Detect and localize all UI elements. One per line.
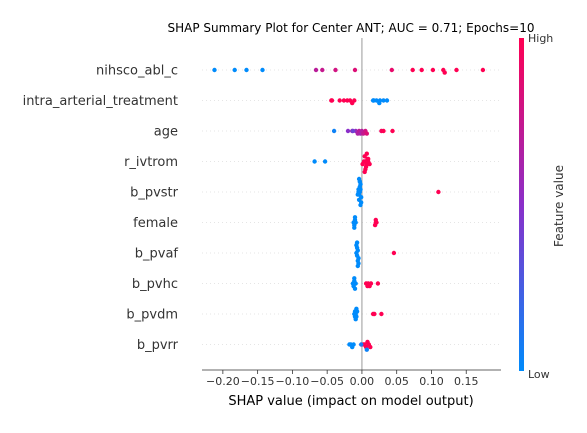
feature-label: r_ivtrom: [124, 155, 178, 170]
x-tick-label: −0.20: [206, 375, 240, 388]
shap-point-b_pvaf: [391, 250, 397, 256]
shap-point-b_pvstr: [356, 176, 362, 182]
colorbar-high-label: High: [528, 32, 553, 45]
feature-label: b_pvdm: [126, 308, 178, 323]
feature-gridlines: [202, 69, 501, 345]
shap-point-female: [352, 215, 358, 220]
shap-point-nihsco_abl_c: [352, 67, 358, 73]
shap-point-female: [352, 225, 357, 230]
shap-point-nihsco_abl_c: [260, 67, 265, 73]
chart-title: SHAP Summary Plot for Center ANT; AUC = …: [168, 21, 535, 35]
shap-point-b_pvstr: [358, 202, 363, 208]
feature-label: age: [154, 125, 178, 140]
shap-point-intra_arterial_treatment: [381, 98, 386, 103]
feature-label: b_pvstr: [130, 186, 179, 201]
x-tick-label: 0.15: [454, 375, 479, 388]
shap-point-b_pvaf: [354, 240, 360, 245]
shap-point-female: [373, 217, 378, 223]
shap-point-age: [381, 128, 386, 134]
shap-point-nihsco_abl_c: [320, 67, 325, 73]
shap-point-nihsco_abl_c: [419, 67, 424, 73]
shap-point-age: [350, 128, 356, 134]
shap-point-age: [390, 128, 395, 134]
shap-point-nihsco_abl_c: [313, 67, 319, 73]
shap-point-b_pvhc: [353, 281, 358, 286]
x-tick-label: 0.05: [384, 375, 409, 388]
shap-point-nihsco_abl_c: [333, 67, 338, 73]
shap-point-intra_arterial_treatment: [377, 100, 382, 106]
feature-label: b_pvhc: [132, 277, 178, 292]
shap-point-b_pvrr: [359, 342, 364, 347]
shap-point-b_pvdm: [379, 311, 384, 317]
shap-point-intra_arterial_treatment: [352, 98, 357, 103]
shap-point-age: [331, 128, 337, 134]
colorbar-title: Feature value: [552, 165, 566, 247]
shap-point-r_ivtrom: [322, 159, 328, 164]
shap-point-female: [353, 220, 358, 225]
shap-point-b_pvdm: [353, 317, 358, 322]
shap-point-nihsco_abl_c: [480, 67, 486, 73]
shap-point-b_pvhc: [375, 281, 381, 286]
shap-point-r_ivtrom: [312, 159, 317, 164]
shap-point-b_pvstr: [436, 189, 441, 195]
shap-point-age: [345, 128, 351, 134]
shap-point-r_ivtrom: [360, 161, 365, 167]
feature-label: b_pvrr: [137, 338, 179, 353]
shap-point-nihsco_abl_c: [410, 67, 415, 73]
x-axis-ticks: −0.20 −0.15 −0.10 −0.05 0.00 0.05 0.10 0.15: [206, 370, 478, 388]
shap-point-intra_arterial_treatment: [341, 98, 347, 103]
shap-point-nihsco_abl_c: [454, 67, 459, 73]
shap-point-b_pvdm: [354, 306, 359, 311]
shap-point-b_pvrr: [351, 342, 356, 347]
feature-label: intra_arterial_treatment: [23, 94, 178, 109]
shap-point-b_pvdm: [372, 311, 377, 317]
shap-point-nihsco_abl_c: [442, 70, 447, 75]
shap-point-b_pvrr: [368, 344, 373, 350]
shap-point-r_ivtrom: [364, 151, 369, 156]
shap-point-b_pvhc: [365, 283, 370, 289]
x-tick-label: 0.00: [350, 375, 375, 388]
shap-point-nihsco_abl_c: [430, 67, 436, 73]
x-tick-label: −0.15: [241, 375, 275, 388]
feature-label: b_pvaf: [135, 247, 179, 262]
colorbar: [519, 38, 524, 371]
shap-point-b_pvhc: [368, 281, 374, 286]
shap-point-r_ivtrom: [362, 169, 367, 175]
colorbar-low-label: Low: [528, 368, 550, 381]
shap-point-r_ivtrom: [367, 161, 372, 167]
shap-point-nihsco_abl_c: [389, 67, 394, 73]
x-tick-label: 0.10: [419, 375, 444, 388]
x-tick-label: −0.10: [276, 375, 310, 388]
x-axis-label: SHAP value (impact on model output): [228, 394, 473, 409]
shap-point-nihsco_abl_c: [244, 67, 249, 73]
shap-point-nihsco_abl_c: [212, 67, 217, 73]
shap-point-r_ivtrom: [366, 156, 371, 162]
shap-point-b_pvhc: [352, 276, 357, 281]
feature-label: female: [133, 216, 178, 231]
shap-points: [212, 67, 486, 352]
shap-point-b_pvrr: [364, 347, 369, 352]
shap-point-b_pvstr: [355, 192, 360, 197]
shap-point-b_pvaf: [355, 263, 360, 269]
shap-point-intra_arterial_treatment: [337, 98, 342, 103]
shap-point-b_pvhc: [352, 286, 358, 291]
shap-point-intra_arterial_treatment: [329, 98, 335, 103]
x-tick-label: −0.05: [310, 375, 344, 388]
shap-point-b_pvstr: [356, 187, 361, 192]
shap-point-age: [364, 131, 369, 136]
shap-point-nihsco_abl_c: [232, 67, 237, 73]
shap-point-intra_arterial_treatment: [374, 98, 379, 103]
feature-label: nihsco_abl_c: [96, 64, 178, 79]
shap-point-intra_arterial_treatment: [384, 98, 390, 103]
